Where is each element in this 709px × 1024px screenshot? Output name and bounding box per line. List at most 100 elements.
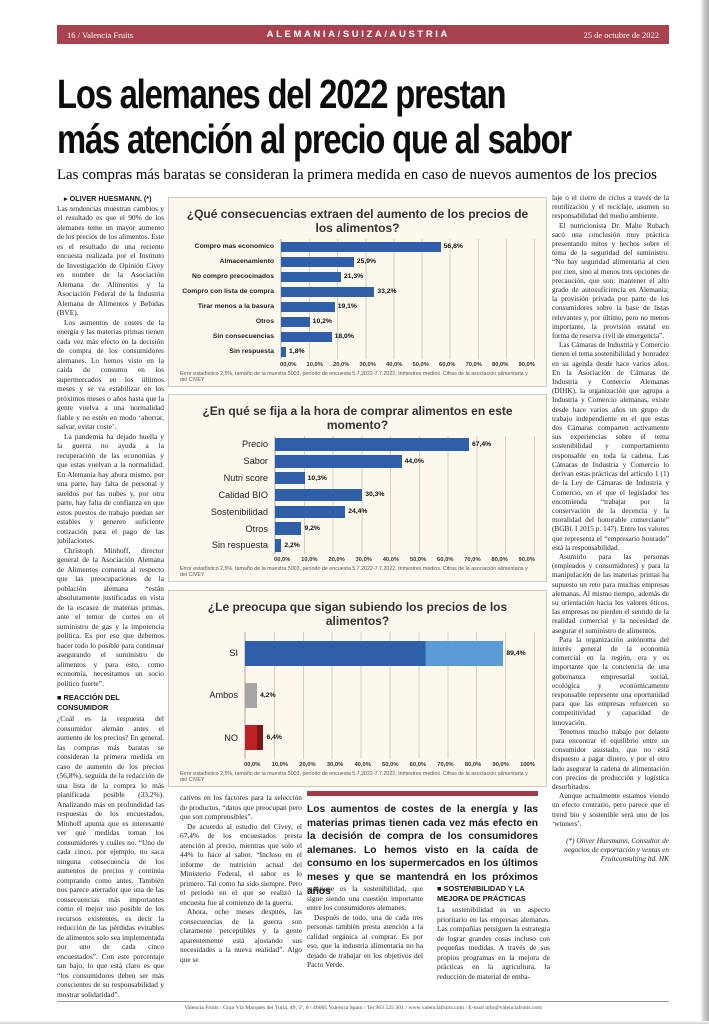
x-axis-tick-label: 40,0% [382,557,400,563]
x-axis-tick-label: 100% [520,762,535,768]
bar-value-label: 33,2% [377,288,397,295]
paragraph: Las Cámaras de Industria y Comercio tien… [552,341,669,552]
chart-category-label: Sin consecuencias [212,333,274,340]
chart-category-label: Calidad BIO [218,489,268,500]
x-axis-tick-label: 20,0% [328,557,345,563]
paragraph: mantiene es la sostenibilidad, que sigue… [307,884,423,912]
paragraph: El nutricionista Dr. Malte Rubach sacó u… [552,221,669,341]
article-column-4: ■ SOSTENIBILIDAD Y LA MEJORA DE PRÁCTICA… [437,884,550,1001]
x-axis-tick-label: 70,0% [465,362,482,368]
chart-category-label: Compro con lista de compra [182,288,274,295]
chart-bar-row: 9,2% [275,522,534,535]
paragraph: Tenemos mucho trabajo por delante para e… [552,727,669,791]
chart-category-label: Ambos [209,690,238,701]
bar [281,256,354,267]
bar [281,286,375,297]
byline: ▸ OLIVER HUESMANN. (*) [64,194,152,203]
bar-value-label: 18,0% [334,333,354,340]
x-axis-tick-label: 10,0% [271,762,289,768]
paragraph: Asumirlo para las personas (empleados y … [552,552,669,635]
bar-value-label: 56,8% [443,243,463,250]
chart-category-label: Compro mas economico [194,243,274,250]
chart-bar-row: 10,3% [275,471,534,485]
bar-value-label: 9,2% [304,525,320,533]
footer-rule [57,1001,669,1002]
paragraph: Christoph Minhoff, director general de l… [57,545,164,688]
chart-bar-row: 30,3% [275,488,534,502]
chart-bar-row: 24,4% [275,505,534,519]
chart-bar-row: 44,0% [275,455,534,468]
chart-x-axis: 00,0% 10,0% 20,0% 30,0% 40,0% 50,0% 60,0% 70,0%… [280,362,535,368]
x-axis-tick-label: 50,0% [382,762,399,768]
x-axis-tick-label: 00,0% [274,557,291,563]
x-axis-tick-label: 00,0% [280,362,297,368]
chart-category-label: SI [229,648,238,659]
bar-value-label: 30,3% [365,491,385,499]
bar-value-label: 6,4% [266,734,282,742]
section-title: ALEMANIA/SUIZA/AUSTRIA [266,29,450,40]
chart-consecuencias: ¿Qué consecuencias extraen del aumento d… [168,197,547,387]
x-axis-tick-label: 60,0% [439,362,456,368]
x-axis-tick-label: 70,0% [437,762,454,768]
chart-category-label: NO [224,732,238,743]
scan-edge-right [701,0,709,1024]
paragraph: Después de todo, una de cada tres person… [307,912,423,970]
chart-category-label: Sabor [243,456,268,467]
article-column-5: laje o el cierre de ciclos a través de l… [552,194,669,1001]
x-axis-tick-label: 40,0% [354,762,371,768]
chart-bar-row: 18,0% [281,331,534,342]
chart-category-label: Otros [255,318,274,325]
chart-preocupacion-precios: ¿Le preocupa que sigan subiendo los prec… [168,590,547,787]
bar [275,522,302,535]
bar-value-label: 10,3% [307,474,327,482]
footer-contact-line: Valencia Fruits / Gran Vía Marqués del T… [184,1005,542,1011]
chart-bar-row: 4,2% [245,682,534,708]
chart-bars-area: 67,4% 44,0% 10,3% 30,3% 24,4% 9,2% 2,2% [274,436,535,554]
scan-edge-bottom [0,1021,709,1024]
bar [275,488,363,502]
section-header-sostenibilidad: ■ SOSTENIBILIDAD Y LA MEJORA DE PRÁCTICA… [437,884,526,903]
bar-value-label: 1,8% [289,348,305,355]
chart-bar-row: 25,9% [281,256,534,267]
chart-category-labels: SI Ambos NO [180,632,244,759]
bar-value-label: 67,4% [471,440,492,448]
chart-plot: SI Ambos NO 89,4% 4,2% 6,4% [180,632,535,759]
paragraph: Aunque actualmente estamos viendo un efe… [552,792,669,828]
x-axis-tick-label: 50,0% [412,362,429,368]
bar [245,725,264,751]
bar-value-label: 19,1% [337,303,357,310]
chart-title: ¿En qué se fija a la hora de comprar ali… [202,404,513,432]
bar [281,301,335,312]
x-axis-tick-label: 90,0% [492,762,509,768]
chart-footnote: Error estadístico 2,5%, tamaño de la mue… [180,566,528,578]
chart-category-label: No compro precocinados [192,273,274,280]
chart-plot: Precio Sabor Nutri score Calidad BIO Sosteni… [180,436,535,554]
bar [245,640,504,666]
chart-category-labels: Precio Sabor Nutri score Calidad BIO Sosteni… [180,436,274,554]
chart-bar-row: 1,8% [281,346,534,357]
chart-bars-area: 89,4% 4,2% 6,4% [244,632,535,759]
chart-bar-row: 56,8% [281,241,534,252]
pull-quote: Los aumentos de costes de la energía y l… [307,791,538,898]
chart-category-labels: Compro mas economico Almacenamiento No com… [180,239,280,359]
x-axis-tick-label: 20,0% [299,762,316,768]
paragraph: La pandemia ha dejado huella y la guerra… [57,431,164,546]
x-axis-tick-label: 10,0% [301,557,318,563]
pull-quote-text: Los aumentos de costes de la energía y l… [307,804,538,897]
x-axis-tick-label: 50,0% [409,557,427,563]
chart-title: ¿Qué consecuencias extraen del aumento d… [186,207,529,235]
bar [275,438,469,451]
chart-en-que-se-fija: ¿En qué se fija a la hora de comprar ali… [168,394,547,582]
x-axis-tick-label: 60,0% [437,557,454,563]
chart-footnote: Error estadístico 2,5%, tamaño de la mue… [180,371,528,383]
chart-title: ¿Le preocupa que sigan subiendo los prec… [207,600,508,628]
deck: Las compras más baratas se consideran la… [57,167,657,183]
chart-bar-row: 10,2% [281,316,534,327]
x-axis-tick-label: 90,0% [518,557,535,563]
bar [275,455,402,468]
x-axis-tick-label: 80,0% [492,362,509,368]
x-axis-tick-label: 70,0% [464,557,481,563]
masthead-bar: 16 / Valencia Fruits ALEMANIA/SUIZA/AUST… [57,25,669,44]
x-axis-tick-label: 60,0% [409,762,427,768]
